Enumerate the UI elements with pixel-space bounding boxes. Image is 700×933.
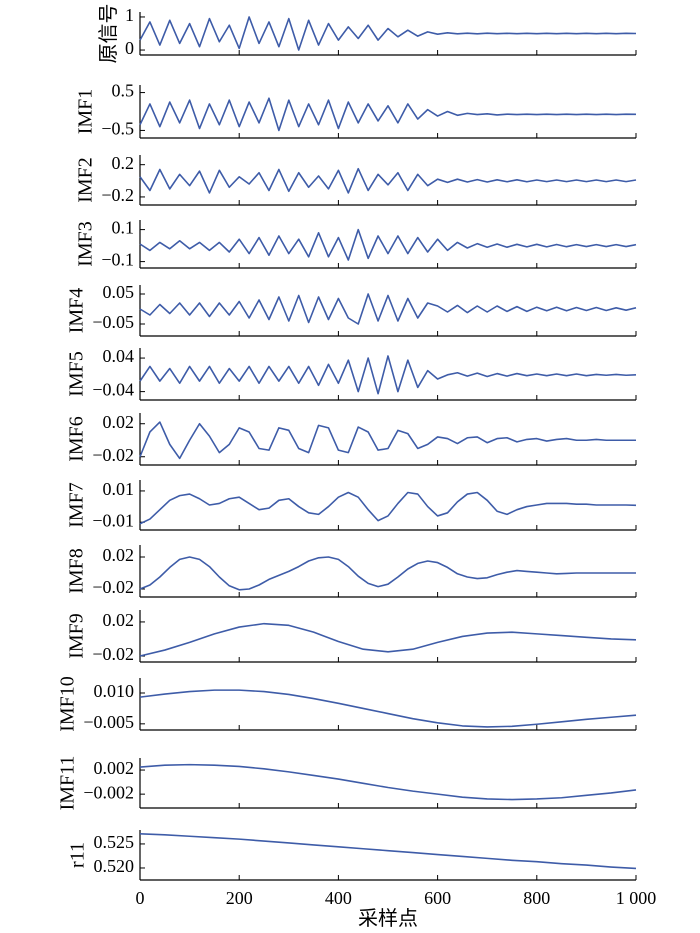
- signal-line: [139, 491, 637, 525]
- y-axis-label: IMF7: [65, 482, 87, 528]
- y-tick-label: 0.02: [103, 545, 135, 565]
- signal-line: [139, 293, 637, 325]
- signal-line: [139, 556, 636, 591]
- y-tick-label: 0.5: [112, 81, 135, 101]
- x-tick-label: 1 000: [616, 888, 657, 908]
- y-tick-label: 0.02: [103, 412, 135, 432]
- y-tick-label: 0.05: [103, 282, 135, 302]
- y-tick-label: 0.04: [103, 346, 135, 366]
- signal-line: [139, 355, 637, 395]
- y-tick-label: 0.010: [94, 681, 135, 701]
- y-tick-label: −0.1: [101, 250, 134, 270]
- y-axis-label: IMF10: [56, 676, 78, 732]
- y-tick-label: 0.525: [94, 832, 135, 852]
- y-tick-label: 0.1: [112, 218, 135, 238]
- signal-line: [139, 16, 637, 51]
- x-tick-label: 400: [325, 888, 352, 908]
- y-tick-label: −0.005: [83, 712, 134, 732]
- y-tick-label: 0: [125, 38, 134, 58]
- y-axis-label: IMF3: [74, 221, 96, 267]
- y-tick-label: 0.01: [103, 479, 135, 499]
- y-axis-label: r11: [67, 842, 89, 868]
- x-tick-label: 0: [136, 888, 145, 908]
- y-axis-label: IMF5: [65, 351, 87, 397]
- y-axis-label: IMF1: [74, 89, 96, 135]
- y-tick-label: 0.520: [94, 856, 135, 876]
- y-axis-label: IMF2: [74, 157, 96, 203]
- y-tick-label: −0.2: [101, 185, 134, 205]
- x-axis-label: 采样点: [358, 907, 418, 930]
- y-tick-label: −0.05: [92, 312, 134, 332]
- y-tick-label: −0.04: [92, 380, 134, 400]
- y-axis-label: IMF4: [65, 288, 87, 334]
- y-axis-label: IMF11: [56, 756, 78, 811]
- x-tick-label: 800: [523, 888, 550, 908]
- y-tick-label: −0.5: [101, 119, 134, 139]
- signal-line: [139, 763, 637, 801]
- signal-line: [139, 622, 637, 657]
- y-tick-label: 0.02: [103, 610, 135, 630]
- signal-line: [139, 97, 637, 132]
- y-tick-label: −0.02: [92, 577, 134, 597]
- x-tick-label: 600: [424, 888, 451, 908]
- y-tick-label: 1: [125, 5, 134, 25]
- signal-line: [139, 421, 636, 460]
- y-tick-label: −0.01: [92, 510, 134, 530]
- y-axis-label: IMF9: [65, 613, 87, 659]
- y-tick-label: 0.2: [112, 153, 135, 173]
- signal-line: [139, 228, 637, 261]
- x-tick-label: 200: [226, 888, 253, 908]
- signal-line: [139, 833, 637, 870]
- y-tick-label: 0.002: [94, 758, 135, 778]
- y-axis-label: 原信号: [97, 4, 120, 64]
- y-tick-label: −0.002: [83, 782, 134, 802]
- y-axis-label: IMF8: [65, 548, 87, 594]
- y-tick-label: −0.02: [92, 644, 134, 664]
- signal-line: [139, 167, 637, 194]
- signal-line: [139, 689, 637, 728]
- y-axis-label: IMF6: [65, 416, 87, 462]
- y-tick-label: −0.02: [92, 445, 134, 465]
